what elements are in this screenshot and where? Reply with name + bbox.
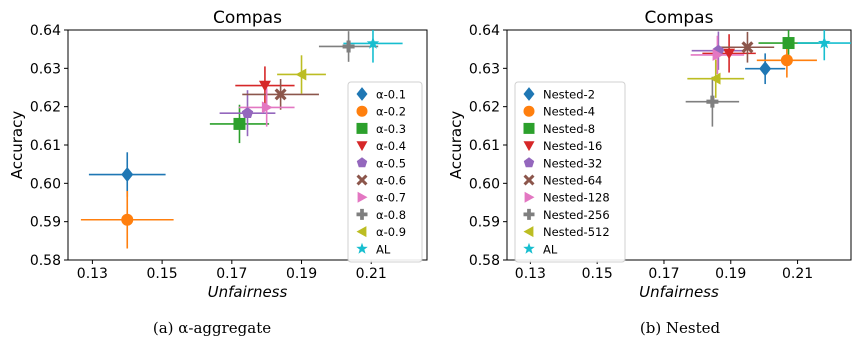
- x-tick-label: 0.13: [515, 266, 546, 282]
- legend-marker: [356, 141, 368, 152]
- legend-marker: [523, 157, 535, 168]
- y-tick-label: 0.58: [30, 253, 61, 269]
- panel-caption: (a) α-aggregate: [153, 319, 271, 337]
- y-tick-label: 0.62: [469, 100, 500, 116]
- data-point: [121, 167, 134, 183]
- legend-label: α-0.8: [376, 208, 406, 222]
- y-tick-label: 0.63: [30, 61, 61, 77]
- data-point: [712, 48, 724, 61]
- chart-title: Compas: [213, 8, 282, 28]
- legend-label: Nested-256: [543, 208, 610, 222]
- y-tick-label: 0.60: [30, 176, 61, 192]
- legend-label: α-0.4: [376, 139, 406, 153]
- data-point: [818, 36, 831, 49]
- legend-box: [514, 81, 626, 263]
- y-tick-label: 0.62: [30, 100, 61, 116]
- y-tick-label: 0.59: [469, 215, 500, 231]
- legend-marker: [356, 242, 368, 254]
- legend-label: α-0.1: [376, 88, 406, 102]
- x-tick-label: 0.15: [147, 266, 178, 282]
- data-point: [261, 101, 273, 114]
- y-axis-label: Accuracy: [8, 111, 26, 180]
- data-point: [723, 48, 736, 60]
- data-point: [741, 41, 754, 54]
- legend-marker: [523, 208, 535, 220]
- legend-marker: [523, 226, 534, 238]
- legend-label: α-0.3: [376, 122, 406, 136]
- legend-marker: [523, 174, 535, 186]
- data-point: [780, 54, 793, 67]
- data-layer: [80, 30, 403, 249]
- y-tick-label: 0.61: [30, 138, 61, 154]
- legend-label: Nested-8: [543, 122, 595, 136]
- legend-label: Nested-4: [543, 105, 595, 119]
- x-tick-label: 0.21: [356, 266, 387, 282]
- legend-marker: [523, 141, 535, 152]
- y-axis-label: Accuracy: [447, 111, 465, 180]
- legend-marker: [356, 174, 368, 186]
- legend-marker: [357, 191, 368, 203]
- legend-label: α-0.9: [376, 225, 406, 239]
- y-tick-label: 0.61: [469, 138, 500, 154]
- legend-label: Nested-128: [543, 191, 610, 205]
- legend-label: α-0.2: [376, 105, 406, 119]
- data-point: [342, 40, 355, 53]
- y-tick-label: 0.59: [30, 215, 61, 231]
- y-tick-label: 0.58: [469, 253, 500, 269]
- legend-label: AL: [543, 242, 558, 256]
- x-tick-label: 0.15: [582, 266, 613, 282]
- legend-label: Nested-16: [543, 139, 602, 153]
- legend-label: Nested-64: [543, 174, 602, 188]
- legend-label: α-0.7: [376, 191, 406, 205]
- x-tick-label: 0.19: [286, 266, 317, 282]
- y-tick-label: 0.64: [30, 23, 61, 39]
- legend-marker: [523, 105, 535, 117]
- data-point: [295, 68, 307, 81]
- chart-title: Compas: [645, 8, 714, 28]
- data-point: [366, 36, 380, 49]
- x-tick-label: 0.13: [77, 266, 108, 282]
- data-point: [121, 213, 134, 226]
- panel-b: Compas 0.58 0.59 0.60 0.61 0.62 0.63 0.64 0.13 0.…: [447, 8, 852, 337]
- legend-label: Nested-2: [543, 88, 595, 102]
- x-axis-label: Unfairness: [639, 283, 719, 301]
- legend-marker: [356, 105, 368, 117]
- data-point: [241, 107, 254, 119]
- legend-label: α-0.5: [376, 156, 406, 170]
- panel-a: Compas 0.58 0.59 0.60 0.61 0.62 0.63 0.64 0.13 0.…: [8, 8, 428, 337]
- data-point: [274, 88, 287, 101]
- data-point: [709, 72, 721, 85]
- legend-label: α-0.6: [376, 174, 406, 188]
- x-tick-label: 0.21: [782, 266, 813, 282]
- x-tick-label: 0.17: [648, 266, 679, 282]
- legend-marker: [356, 226, 367, 238]
- panel-caption: (b) Nested: [640, 319, 721, 337]
- legend-marker: [356, 122, 368, 134]
- data-point: [782, 37, 795, 50]
- legend-marker: [356, 208, 368, 220]
- y-tick-label: 0.64: [469, 23, 500, 39]
- y-tick-label: 0.63: [469, 61, 500, 77]
- data-point: [759, 61, 772, 77]
- data-point: [258, 80, 271, 92]
- y-tick-label: 0.60: [469, 176, 500, 192]
- legend-label: Nested-512: [543, 225, 610, 239]
- legend-marker: [356, 157, 368, 168]
- legend-marker: [356, 87, 368, 101]
- data-point: [706, 95, 719, 108]
- legend-label: AL: [376, 242, 391, 256]
- data-point: [233, 117, 246, 130]
- legend-marker: [523, 122, 535, 134]
- legend-marker: [524, 191, 535, 203]
- x-axis-label: Unfairness: [208, 283, 288, 301]
- data-layer: [685, 30, 851, 127]
- x-tick-label: 0.17: [216, 266, 247, 282]
- x-tick-label: 0.19: [715, 266, 746, 282]
- legend-label: Nested-32: [543, 156, 602, 170]
- legend-marker: [523, 87, 535, 101]
- legend-marker: [523, 242, 535, 254]
